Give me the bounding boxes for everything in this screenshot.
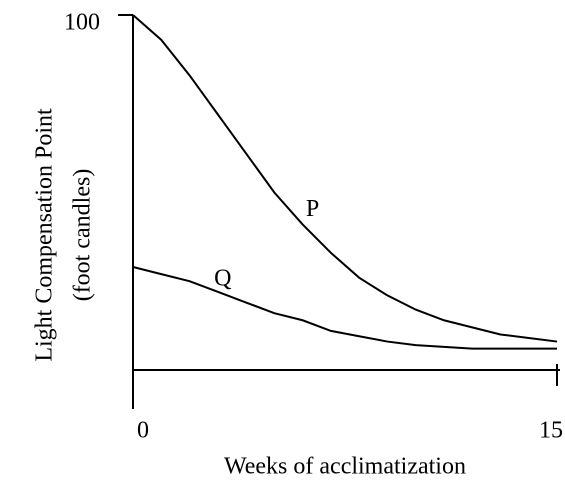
x-tick-label: 0 <box>137 418 149 444</box>
y-tick-label: 100 <box>64 10 100 36</box>
y-axis-label: Light Compensation Point <box>32 108 58 362</box>
x-tick-label: 15 <box>539 418 563 444</box>
line-series <box>132 14 558 343</box>
series-label: P <box>306 196 319 222</box>
x-axis-label: Weeks of acclimatization <box>224 454 466 480</box>
line-series <box>132 266 557 350</box>
series-label: Q <box>214 265 231 291</box>
y-axis-label: (foot candles) <box>70 169 96 302</box>
